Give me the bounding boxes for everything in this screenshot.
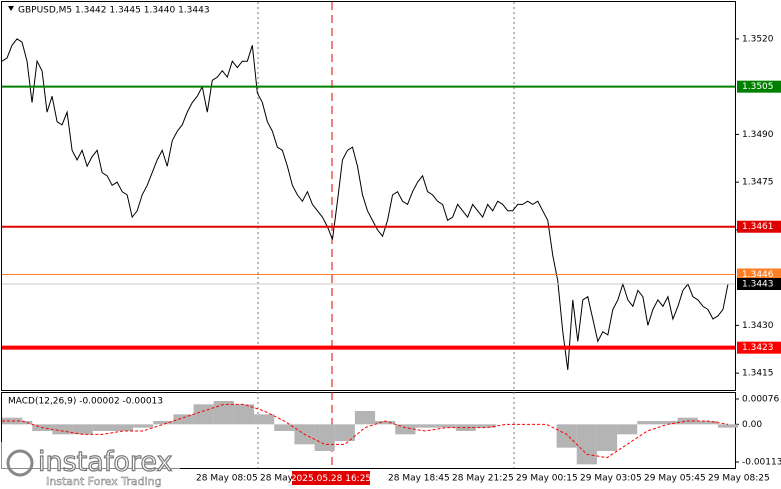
macd-bar (112, 424, 134, 431)
level-label: 1.3423 (742, 343, 774, 353)
level-label: 1.3446 (742, 270, 774, 280)
macd-bar (617, 424, 638, 435)
watermark-bg (0, 442, 180, 489)
macd-bar (455, 424, 476, 431)
x-tick-label: 28 May 21:25 (452, 474, 514, 484)
macd-bar (576, 424, 597, 465)
x-tick-label: 29 May 03:05 (580, 474, 642, 484)
y-tick-label: 1.3430 (742, 321, 774, 331)
signal-line (2, 403, 729, 459)
macd-bar (717, 424, 739, 428)
chart-title: GBPUSD,M5 1.3442 1.3445 1.3440 1.3443 (18, 6, 210, 16)
macd-bar (556, 424, 577, 448)
macd-bar (92, 424, 113, 431)
macd-bar (657, 421, 678, 425)
crosshair-label: 2025.05.28 16:25 (291, 474, 371, 484)
x-tick-label: 28 May 08:05 (196, 474, 258, 484)
macd-bar (193, 404, 214, 425)
macd-bar (254, 414, 275, 425)
macd-bar (274, 424, 295, 431)
x-tick-label: 29 May 08:25 (708, 474, 770, 484)
macd-bar (133, 424, 154, 428)
macd-bar (697, 421, 718, 425)
level-label: 1.3443 (742, 280, 774, 290)
macd-bar (213, 401, 234, 425)
x-tick-label: 29 May 00:15 (516, 474, 578, 484)
price-frame (1, 1, 736, 391)
y-tick-label: 0.00076 (742, 395, 779, 405)
macd-bar (334, 424, 355, 441)
macd-bar (475, 424, 497, 428)
macd-bar (52, 424, 73, 435)
y-tick-label: 0.00 (742, 420, 762, 430)
level-label-box (737, 278, 781, 291)
y-tick-label: -0.00113 (742, 458, 781, 468)
y-tick-label: 1.3475 (742, 178, 774, 188)
level-label: 1.3461 (742, 222, 774, 232)
y-tick-label: 1.3415 (742, 369, 774, 379)
macd-title: MACD(12,26,9) -0.00002 -0.00013 (8, 397, 163, 407)
macd-bar (153, 421, 174, 425)
level-label: 1.3505 (742, 82, 774, 92)
crosshair-label-box (292, 471, 370, 485)
plot-layer: 1.35201.34901.34751.34601.34301.34151.35… (1, 34, 781, 484)
watermark-brand: instaforex (38, 447, 172, 478)
macd-bar (637, 421, 658, 425)
y-tick-label: 1.3520 (742, 34, 774, 44)
macd-bar (435, 424, 456, 428)
title-icon (8, 6, 14, 11)
macd-bar (12, 421, 33, 425)
x-tick-label: 28 May 18:45 (388, 474, 450, 484)
level-label-box (737, 341, 781, 354)
macd-bar (354, 411, 376, 425)
macd-bar (395, 424, 416, 435)
macd-frame (1, 392, 736, 469)
macd-bar (173, 414, 194, 425)
level-label-box (737, 80, 781, 93)
macd-bar (72, 424, 93, 435)
watermark: instaforex Instant Forex Trading (0, 442, 180, 489)
watermark-icon (6, 449, 34, 477)
macd-bar (233, 404, 255, 425)
level-label-box (737, 220, 781, 233)
x-tick-label: 29 May 05:45 (644, 474, 706, 484)
x-tick-label: 28 May 10:45 (260, 474, 322, 484)
macd-bar (314, 424, 335, 451)
macd-bar (415, 424, 436, 428)
watermark-tagline: Instant Forex Trading (46, 475, 162, 488)
macd-bar (375, 421, 396, 425)
price-line (1, 38, 729, 371)
level-label-box (737, 268, 781, 281)
y-tick-label: 1.3490 (742, 130, 774, 140)
macd-bar (596, 424, 618, 451)
